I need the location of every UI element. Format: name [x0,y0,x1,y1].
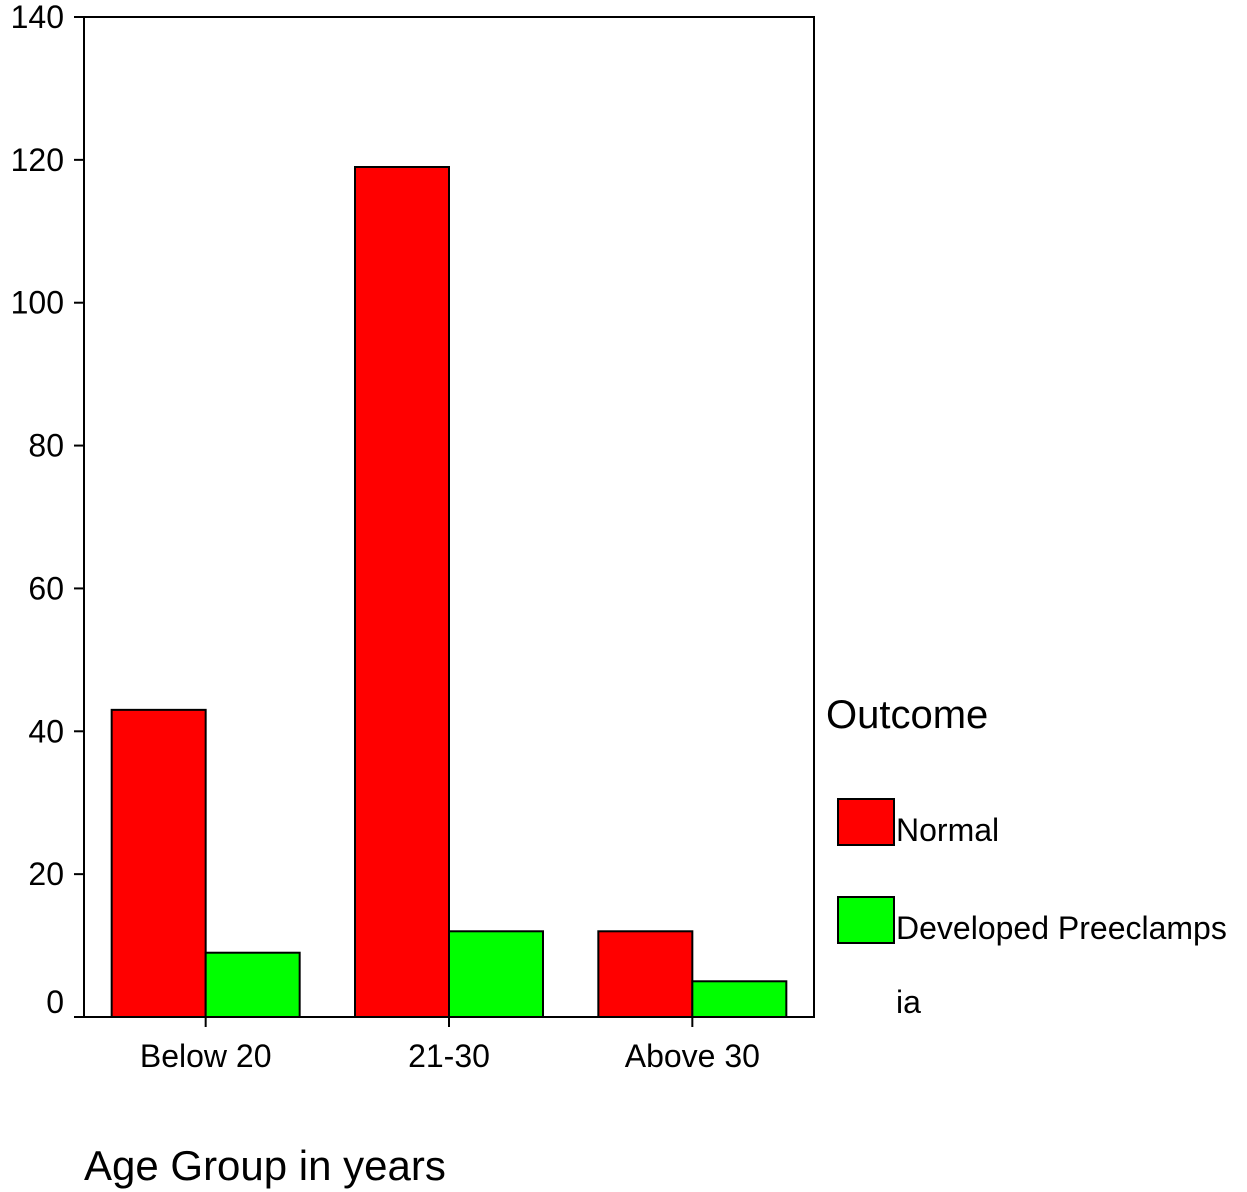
bars [110,166,788,1019]
y-tick-label: 140 [11,0,64,35]
y-tick-label: 60 [28,570,64,606]
legend-label-preeclampsia: Developed Preeclamps [896,910,1227,946]
y-tick-label: 40 [28,713,64,749]
legend-label-preeclampsia: ia [896,984,921,1020]
legend-label-normal: Normal [896,812,999,848]
bar-normal-2 [597,930,694,1018]
legend: Outcome Normal Developed Preeclamps ia [826,693,1227,1020]
bar-normal-1 [354,166,450,1018]
y-tick-label: 20 [28,856,64,892]
bar-preeclampsia-0 [204,951,301,1019]
legend-title: Outcome [826,693,988,737]
x-tick-label: Below 20 [140,1038,272,1074]
bar-normal-0 [110,708,207,1018]
y-axis-ticks: 0 20 40 60 80 100 120 140 [11,0,84,1020]
bar-preeclampsia-1 [448,930,544,1018]
legend-swatch-preeclampsia [837,896,895,944]
x-axis-label: Age Group in years [84,1142,446,1189]
x-axis-ticks: Below 20 21-30 Above 30 [140,1017,760,1074]
bar-preeclampsia-2 [691,980,788,1018]
y-tick-label: 120 [11,142,64,178]
legend-swatch-normal [837,798,895,846]
y-tick-label: 0 [46,984,64,1020]
x-tick-label: 21-30 [408,1038,490,1074]
y-tick-label: 80 [28,428,64,464]
y-tick-label: 100 [11,285,64,321]
x-tick-label: Above 30 [625,1038,760,1074]
